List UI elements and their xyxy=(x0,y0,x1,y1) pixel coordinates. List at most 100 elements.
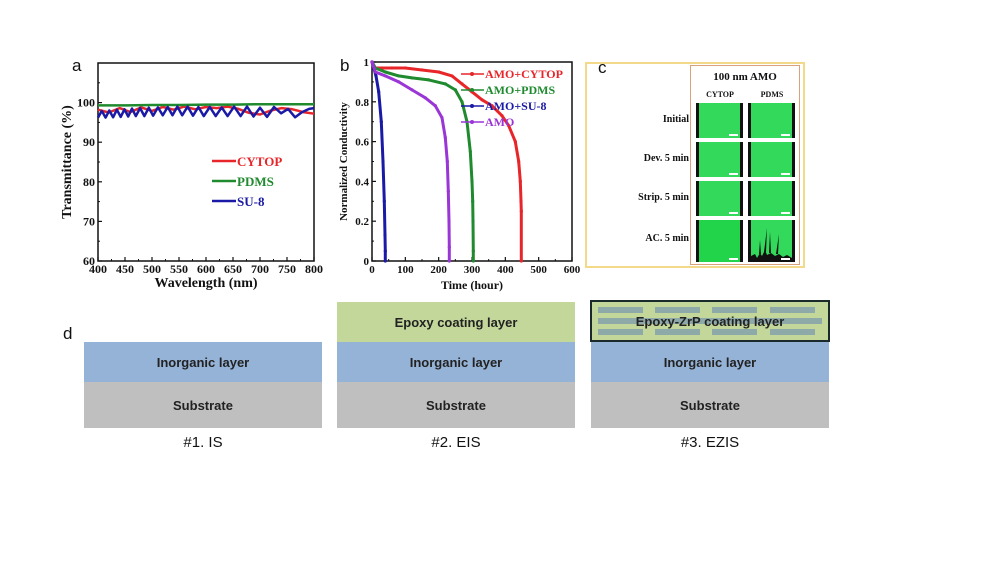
legend-label: PDMS xyxy=(237,174,274,189)
data-point xyxy=(447,219,451,223)
panel-label-c: c xyxy=(598,58,607,77)
series-line-amo-pdms xyxy=(370,61,475,261)
panel-c-frame xyxy=(585,62,805,268)
panel-label-b: b xyxy=(340,56,350,75)
series-line-amo xyxy=(370,61,451,261)
legend-marker xyxy=(470,120,474,124)
data-point xyxy=(379,120,383,124)
ezis-coating-label: Epoxy-ZrP coating layer xyxy=(635,313,785,329)
data-point xyxy=(373,70,377,74)
legend-label: SU-8 xyxy=(237,194,265,209)
data-point xyxy=(460,82,464,86)
x-tick-label: 100 xyxy=(397,264,414,276)
is-inorganic-layer: Inorganic layer xyxy=(84,342,322,382)
y-tick-label: 100 xyxy=(77,96,95,110)
x-tick-label: 0 xyxy=(369,264,375,276)
data-point xyxy=(447,245,451,249)
y-tick-label: 0.6 xyxy=(355,137,369,149)
legend-label: CYTOP xyxy=(237,154,282,169)
data-point xyxy=(517,159,521,164)
scale-bar xyxy=(729,173,738,175)
legend-label: AMO xyxy=(485,115,514,129)
data-point xyxy=(471,259,475,263)
data-point xyxy=(370,60,374,64)
data-point xyxy=(423,96,427,100)
data-point xyxy=(377,90,381,94)
x-tick-label: 650 xyxy=(224,262,242,276)
y-tick-label: 1 xyxy=(364,57,370,69)
micrograph-pdms-initial xyxy=(748,103,795,138)
panel-c-title: 100 nm AMO xyxy=(713,71,777,83)
data-point xyxy=(383,70,387,74)
data-point xyxy=(381,159,385,164)
y-axis-label: Normalized Conductivity xyxy=(338,102,350,221)
y-tick-label: 0.2 xyxy=(355,216,369,228)
y-tick-label: 80 xyxy=(83,175,95,189)
y-tick-label: 0.4 xyxy=(355,176,369,188)
panel-c-row-strip: Strip. 5 min xyxy=(638,192,689,203)
micrograph-cytop-strip xyxy=(696,181,743,216)
is-substrate-layer: Substrate xyxy=(84,382,322,428)
series-line-amo-cytop xyxy=(370,61,523,261)
panel-c-row-ac: AC. 5 min xyxy=(645,233,689,244)
eis-inorganic-layer: Inorganic layer xyxy=(337,342,575,382)
ezis-substrate-layer: Substrate xyxy=(591,382,829,428)
panel-c-inner-frame xyxy=(690,65,800,265)
x-tick-label: 400 xyxy=(497,264,514,276)
data-point xyxy=(500,114,504,118)
micrograph-cytop-dev xyxy=(696,142,743,177)
data-point xyxy=(519,199,523,203)
panel-label-a: a xyxy=(72,56,82,75)
data-point xyxy=(382,199,386,203)
x-tick-label: 400 xyxy=(89,262,107,276)
data-point xyxy=(468,149,472,154)
y-tick-label: 0 xyxy=(364,256,370,268)
transmittance-chart: 400 450 500 550 600 650 700 750 800 60 70 80 90 100 Wa… xyxy=(60,62,323,291)
data-point xyxy=(445,159,449,164)
eis-epoxy-layer: Epoxy coating layer xyxy=(337,302,575,342)
data-point xyxy=(390,66,394,70)
scale-bar xyxy=(729,258,738,260)
legend-label: AMO+CYTOP xyxy=(485,67,563,81)
scale-bar xyxy=(781,134,790,136)
data-point xyxy=(471,249,475,253)
data-point xyxy=(443,82,447,86)
panel-c-column-pdms: PDMS xyxy=(760,90,784,99)
data-point xyxy=(440,116,444,120)
panel-c-row-initial: Initial xyxy=(662,114,689,125)
data-point xyxy=(420,68,424,72)
x-axis-label: Wavelength (nm) xyxy=(154,276,257,291)
y-tick-label: 90 xyxy=(83,135,95,149)
delamination-cracks xyxy=(751,228,792,262)
data-point xyxy=(437,70,441,74)
data-point xyxy=(446,189,450,193)
data-point xyxy=(519,259,523,263)
zrp-flakes xyxy=(598,307,822,335)
data-point xyxy=(383,249,387,253)
legend-label: AMO+SU-8 xyxy=(485,99,547,113)
data-point xyxy=(383,233,387,237)
y-tick-label: 60 xyxy=(83,254,95,268)
x-tick-label: 800 xyxy=(305,262,323,276)
y-tick-label: 0.8 xyxy=(355,97,369,109)
series-line-su-8 xyxy=(96,105,315,119)
x-tick-label: 700 xyxy=(251,262,269,276)
scale-bar xyxy=(729,212,738,214)
legend-marker xyxy=(470,72,474,76)
data-point xyxy=(410,88,414,92)
data-point xyxy=(383,259,387,263)
data-point xyxy=(410,76,414,80)
series-line-pdms xyxy=(98,102,314,107)
data-point xyxy=(518,179,522,183)
micrograph-cytop-initial xyxy=(696,103,743,138)
data-point xyxy=(383,74,387,78)
data-point xyxy=(453,88,457,92)
panel-label-d: d xyxy=(63,324,73,343)
data-point xyxy=(480,98,484,102)
micrograph-pdms-strip xyxy=(748,181,795,216)
panel-c-column-cytop: CYTOP xyxy=(706,90,734,99)
x-tick-label: 450 xyxy=(116,262,134,276)
eis-caption: #2. EIS xyxy=(431,434,481,451)
ezis-epoxy-zrp-layer: Epoxy-ZrP coating layer xyxy=(590,300,830,342)
data-point xyxy=(450,74,454,78)
